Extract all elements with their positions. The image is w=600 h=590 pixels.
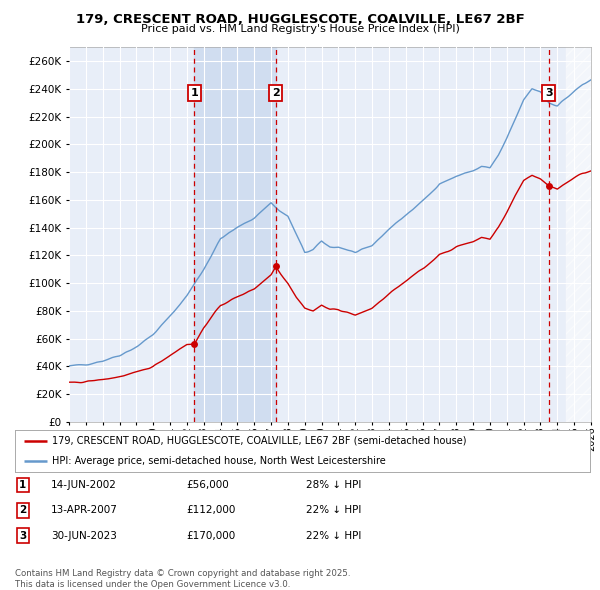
Text: Contains HM Land Registry data © Crown copyright and database right 2025.
This d: Contains HM Land Registry data © Crown c… <box>15 569 350 589</box>
Bar <box>566 47 591 422</box>
Text: £112,000: £112,000 <box>186 506 235 515</box>
Text: 28% ↓ HPI: 28% ↓ HPI <box>306 480 361 490</box>
Bar <box>194 47 276 422</box>
Text: Price paid vs. HM Land Registry's House Price Index (HPI): Price paid vs. HM Land Registry's House … <box>140 24 460 34</box>
Text: 3: 3 <box>545 88 553 98</box>
Text: 179, CRESCENT ROAD, HUGGLESCOTE, COALVILLE, LE67 2BF (semi-detached house): 179, CRESCENT ROAD, HUGGLESCOTE, COALVIL… <box>52 436 467 446</box>
Text: £56,000: £56,000 <box>186 480 229 490</box>
Text: 1: 1 <box>191 88 199 98</box>
Text: 14-JUN-2002: 14-JUN-2002 <box>51 480 117 490</box>
Text: HPI: Average price, semi-detached house, North West Leicestershire: HPI: Average price, semi-detached house,… <box>52 455 386 466</box>
Text: 13-APR-2007: 13-APR-2007 <box>51 506 118 515</box>
Text: 1: 1 <box>19 480 26 490</box>
Text: £170,000: £170,000 <box>186 531 235 540</box>
Text: 30-JUN-2023: 30-JUN-2023 <box>51 531 117 540</box>
Text: 179, CRESCENT ROAD, HUGGLESCOTE, COALVILLE, LE67 2BF: 179, CRESCENT ROAD, HUGGLESCOTE, COALVIL… <box>76 13 524 26</box>
Text: 22% ↓ HPI: 22% ↓ HPI <box>306 531 361 540</box>
Text: 2: 2 <box>19 506 26 515</box>
Text: 22% ↓ HPI: 22% ↓ HPI <box>306 506 361 515</box>
Text: 2: 2 <box>272 88 280 98</box>
Text: 3: 3 <box>19 531 26 540</box>
